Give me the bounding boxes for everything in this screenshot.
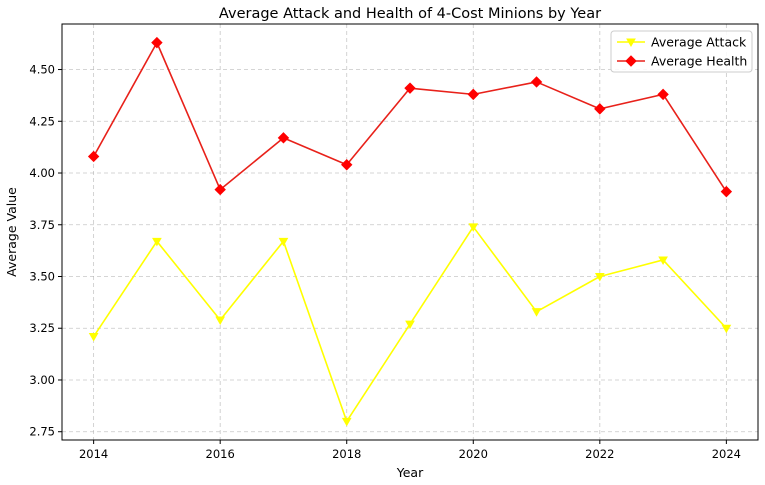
- average-health-point: [151, 36, 163, 49]
- y-tick-label: 4.50: [29, 63, 55, 77]
- series-average-health: [87, 36, 733, 198]
- x-tick-label: 2016: [206, 447, 235, 461]
- average-attack-point: [215, 316, 226, 325]
- average-attack-point: [278, 237, 289, 247]
- legend-marker-average-health: [625, 55, 637, 67]
- average-attack-point: [88, 333, 99, 342]
- y-axis-title: Average Value: [4, 187, 19, 277]
- average-attack-point: [468, 223, 479, 232]
- chart-title: Average Attack and Health of 4-Cost Mini…: [219, 6, 601, 22]
- y-tick-label: 4.00: [29, 166, 55, 180]
- average-health-point: [404, 82, 416, 94]
- average-health-point: [87, 150, 100, 163]
- average-attack-point: [341, 417, 352, 427]
- x-tick-label: 2018: [332, 447, 361, 461]
- y-tick-label: 3.00: [29, 373, 55, 387]
- legend-marker-average-attack: [626, 38, 636, 48]
- average-attack-point: [658, 256, 668, 265]
- x-tick-label: 2024: [712, 447, 741, 461]
- average-health-point: [594, 103, 606, 115]
- grid: [62, 24, 758, 440]
- average-attack-point: [594, 272, 605, 282]
- legend-label-average-health: Average Health: [651, 54, 747, 69]
- axes: 2014 2016 2018 2020 2022 2024 2.75 3.00 3.25 3.50…: [29, 63, 741, 461]
- average-attack-point: [721, 324, 732, 334]
- average-health-point: [720, 185, 733, 198]
- average-health-point: [530, 76, 543, 88]
- x-axis-title: Year: [396, 465, 424, 480]
- y-tick-label: 3.50: [29, 269, 55, 283]
- average-health-point: [467, 88, 479, 101]
- average-attack-point: [531, 308, 542, 317]
- y-tick-label: 3.25: [29, 321, 55, 335]
- average-health-point: [657, 88, 669, 101]
- legend-box: [610, 30, 753, 73]
- average-health-point: [277, 132, 290, 144]
- y-tick-label: 2.75: [29, 425, 55, 439]
- x-tick-label: 2014: [79, 447, 108, 461]
- average-health-point: [214, 183, 226, 196]
- y-tick-label: 3.75: [29, 218, 55, 232]
- average-health-point: [341, 159, 353, 171]
- x-tick-label: 2022: [585, 447, 614, 461]
- plot-frame: [61, 23, 759, 441]
- average-attack-point: [405, 320, 415, 330]
- series-average-attack: [88, 223, 732, 427]
- legend: Average Attack Average Health: [610, 30, 753, 73]
- legend-label-average-attack: Average Attack: [651, 35, 747, 50]
- x-tick-label: 2020: [459, 447, 488, 461]
- series-group: [87, 36, 733, 427]
- y-tick-label: 4.25: [29, 114, 55, 128]
- average-attack-point: [152, 237, 162, 247]
